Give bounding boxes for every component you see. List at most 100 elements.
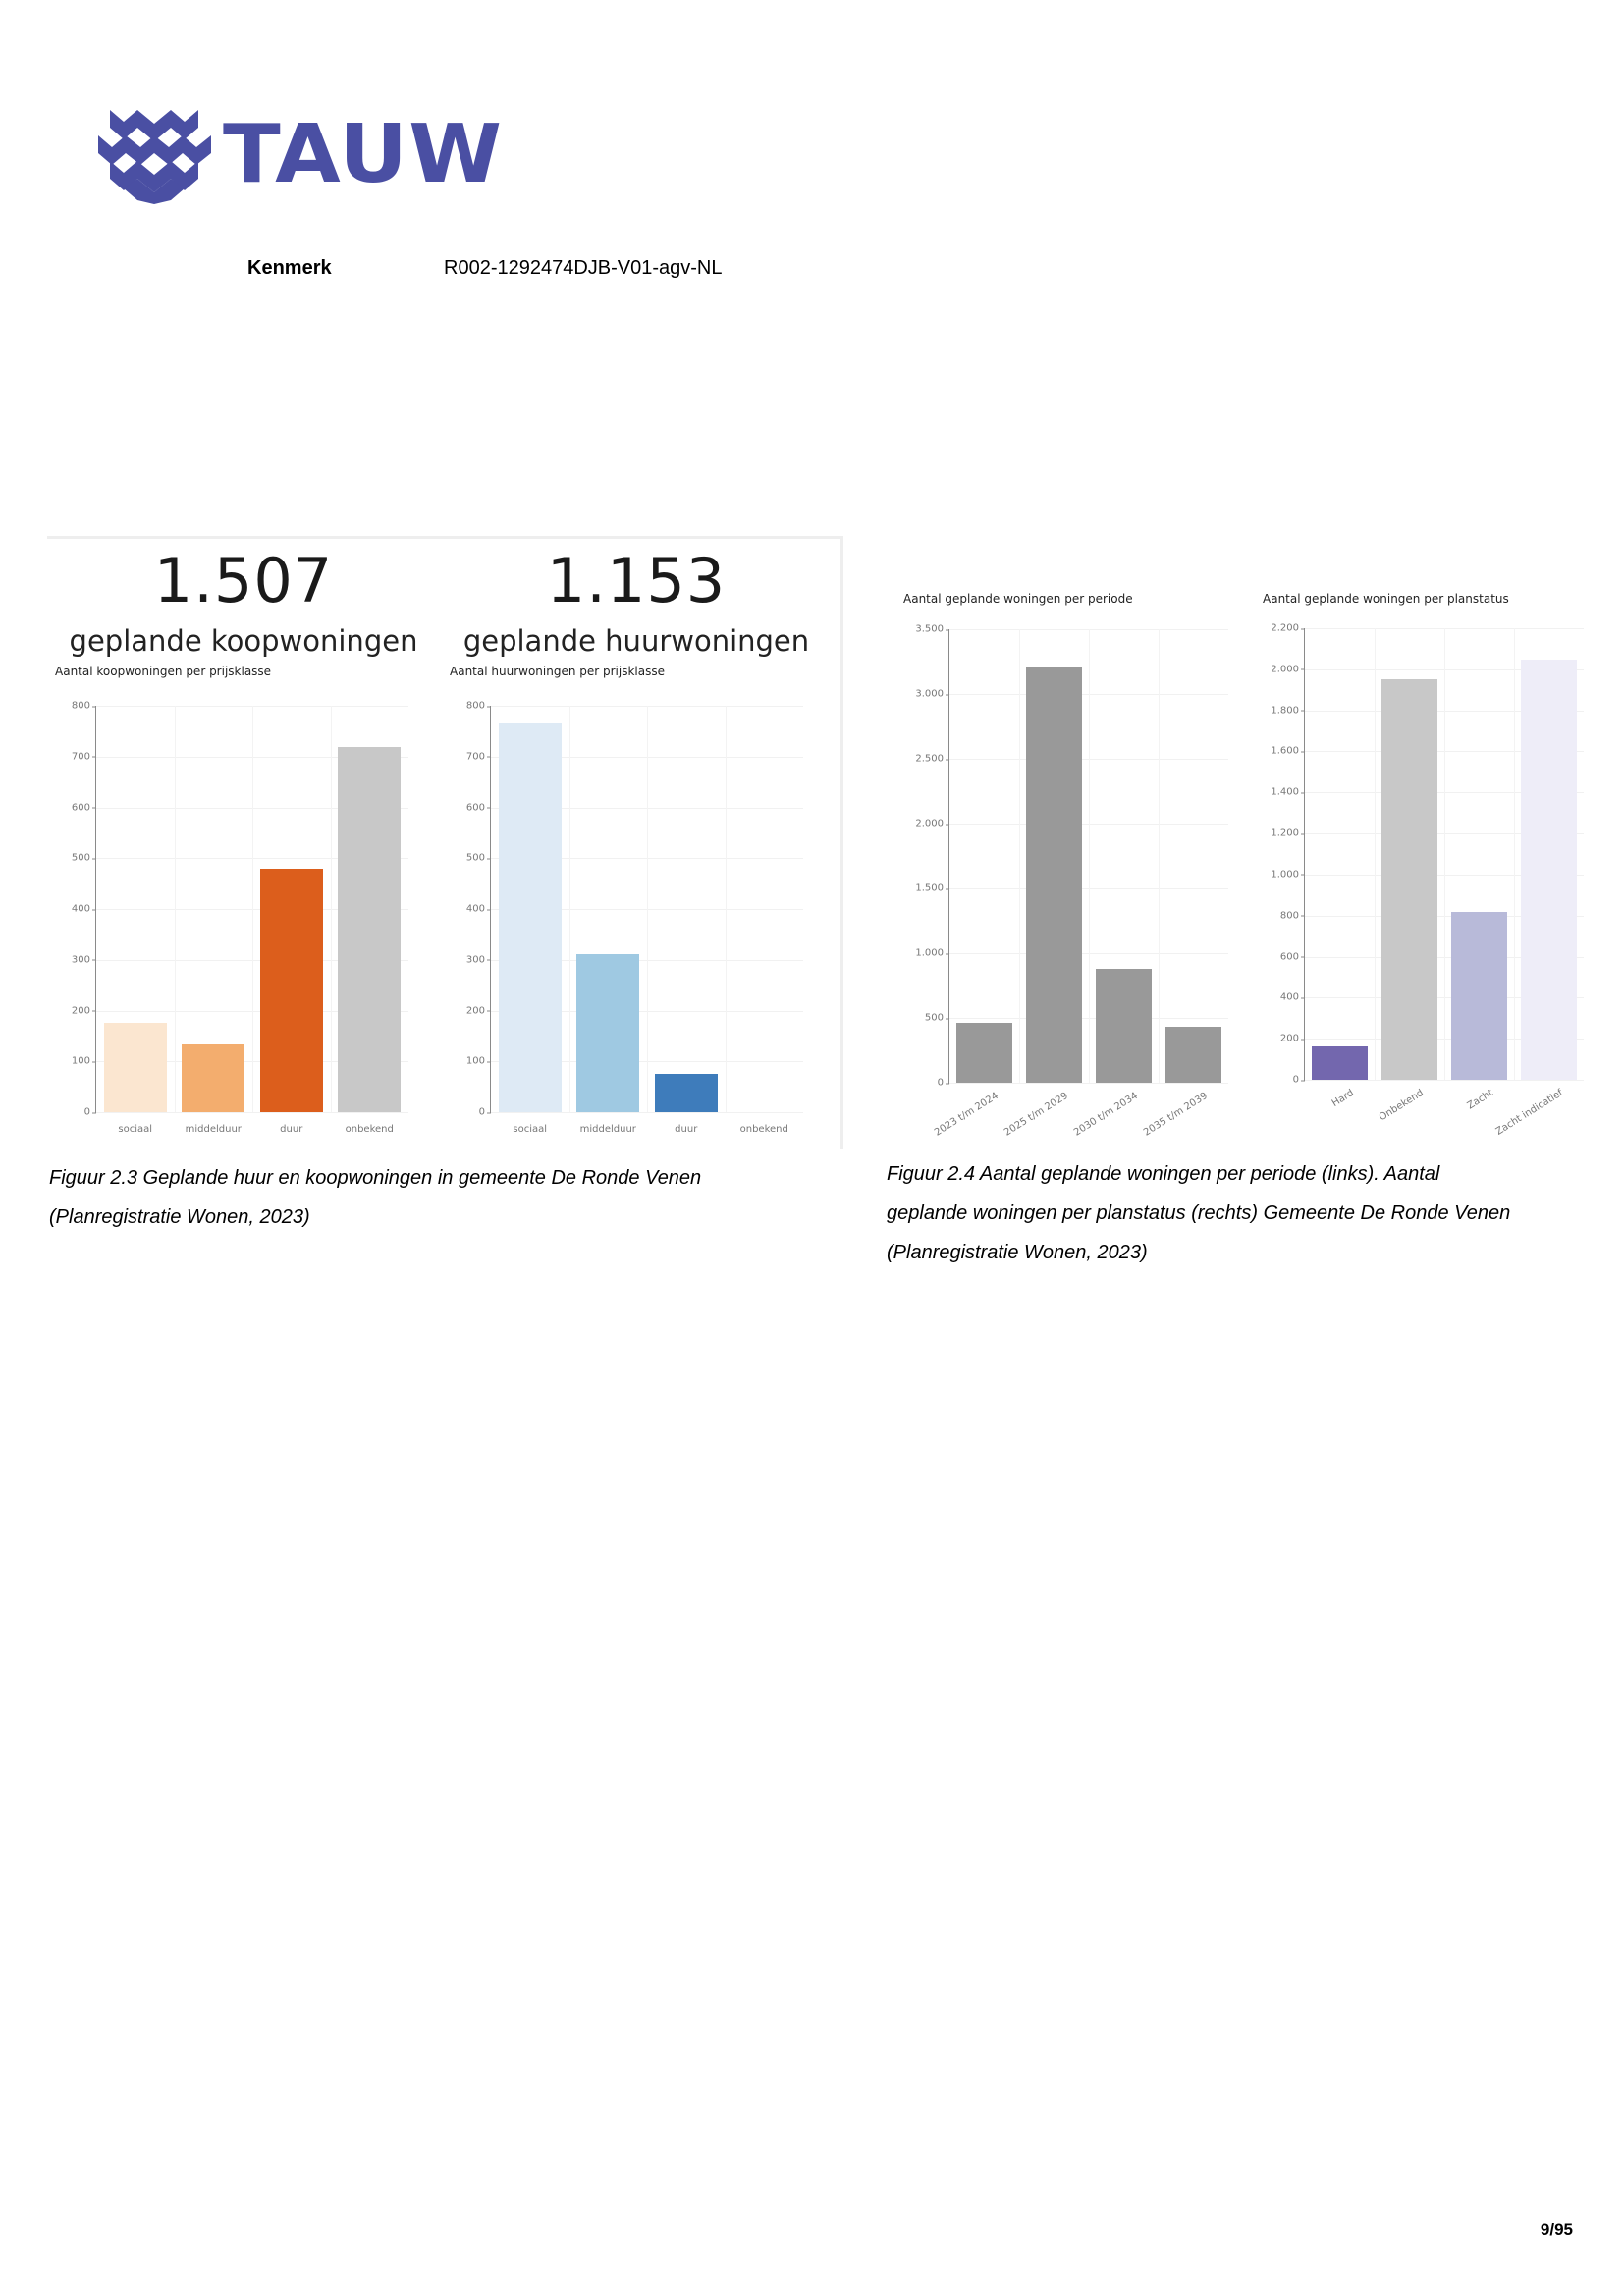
bar-middelduur [576, 953, 640, 1112]
x-tick-label: Hard [1329, 1088, 1356, 1110]
bar-2023-t-m-2024 [956, 1022, 1012, 1083]
caption-line: (Planregistratie Wonen, 2023) [49, 1206, 310, 1228]
bar-hard [1312, 1045, 1368, 1080]
plot-area: 0 100 200 300 400 500 600 700 800 sociaal middeldu… [72, 701, 408, 1135]
kpi-huurwoningen: 1.153 geplande huurwoningen [440, 551, 833, 656]
kpi-huur-subtitle: geplande huurwoningen [462, 624, 810, 658]
tauw-wave-logo-icon [98, 110, 211, 204]
figure-2-3-caption: Figuur 2.3 Geplande huur en koopwoningen… [49, 1158, 701, 1237]
y-tick-label: 0 [83, 1106, 97, 1118]
gridline [647, 706, 648, 1112]
caption-line: (Planregistratie Wonen, 2023) [887, 1242, 1148, 1263]
kpi-koop-subtitle: geplande koopwoningen [69, 624, 418, 658]
chart-title-planstatus: Aantal geplande woningen per planstatus [1263, 592, 1509, 606]
y-tick-label: 2.500 [915, 753, 949, 765]
periode-chart: 0 500 1.000 1.500 2.000 2.500 3.000 3.500 2023 t… [915, 624, 1228, 1139]
kpi-koopwoningen: 1.507 geplande koopwoningen [47, 551, 440, 656]
gridline [1514, 628, 1515, 1080]
y-tick-label: 1.500 [915, 882, 949, 894]
y-tick-label: 200 [1279, 1033, 1306, 1044]
y-tick-label: 800 [1279, 910, 1306, 922]
y-tick-label: 1.000 [1271, 869, 1305, 881]
bar-onbekend [338, 747, 402, 1112]
planstatus-chart: 0 200 400 600 800 1.000 1.200 1.400 1.600 1.800 2.… [1271, 623, 1584, 1138]
y-tick-label: 400 [1279, 991, 1306, 1003]
y-tick-label: 3.000 [915, 688, 949, 700]
y-tick-label: 2.000 [1271, 664, 1305, 675]
gridline [949, 1083, 1228, 1084]
kenmerk-value: R002-1292474DJB-V01-agv-NL [444, 257, 723, 279]
bar-sociaal [103, 1023, 167, 1112]
gridline [491, 1112, 803, 1113]
caption-line: Figuur 2.3 Geplande huur en koopwoningen… [49, 1167, 702, 1189]
bar-2030-t-m-2034 [1096, 969, 1152, 1083]
logo-text: TAUW [223, 108, 504, 201]
kpi-koop-total: 1.507 [153, 545, 334, 616]
y-tick-label: 300 [465, 954, 492, 966]
plot-area: 0 200 400 600 800 1.000 1.200 1.400 1.600 1.800 2.… [1271, 623, 1584, 1138]
x-tick-label: duur [675, 1124, 698, 1135]
bar-onbekend [1381, 678, 1437, 1080]
y-tick-label: 600 [1279, 951, 1306, 963]
gridline [568, 706, 570, 1112]
x-tick-label: duur [280, 1124, 303, 1135]
y-tick-label: 500 [71, 852, 97, 864]
y-tick-label: 100 [465, 1055, 492, 1067]
gridline [1159, 629, 1160, 1083]
gridline [174, 706, 176, 1112]
y-tick-label: 200 [71, 1005, 97, 1016]
x-tick-label: 2035 t/m 2039 [1141, 1091, 1210, 1139]
plot-area: 0 500 1.000 1.500 2.000 2.500 3.000 3.500 2023 t… [915, 624, 1228, 1139]
gridline [1305, 1080, 1584, 1081]
gridline [330, 706, 332, 1112]
huur-prijsklasse-chart: 0 100 200 300 400 500 600 700 800 sociaal middeldu… [466, 701, 803, 1135]
figure-2-3-dashboard: 1.507 geplande koopwoningen 1.153 geplan… [47, 536, 843, 1149]
caption-line: Figuur 2.4 Aantal geplande woningen per … [887, 1163, 1440, 1185]
bar-duur [654, 1074, 718, 1112]
y-tick-label: 2.000 [915, 818, 949, 829]
gridline [252, 706, 253, 1112]
y-tick-label: 500 [924, 1012, 950, 1024]
y-tick-label: 700 [71, 751, 97, 763]
bar-2025-t-m-2029 [1026, 666, 1082, 1083]
y-tick-label: 800 [465, 700, 492, 712]
x-tick-label: Zacht indicatief [1493, 1088, 1565, 1138]
x-tick-label: middelduur [579, 1124, 636, 1135]
gridline [1375, 628, 1376, 1080]
y-tick-label: 2.200 [1271, 622, 1305, 634]
y-tick-label: 600 [465, 802, 492, 813]
y-tick-label: 0 [1292, 1074, 1306, 1086]
x-tick-label: onbekend [739, 1124, 788, 1135]
bar-sociaal [498, 722, 562, 1112]
y-tick-label: 700 [465, 751, 492, 763]
bar-duur [259, 868, 323, 1112]
y-tick-label: 300 [71, 954, 97, 966]
tauw-logo: TAUW [98, 106, 502, 204]
y-tick-label: 1.800 [1271, 705, 1305, 717]
x-tick-label: onbekend [345, 1124, 394, 1135]
y-tick-label: 1.000 [915, 947, 949, 959]
y-tick-label: 600 [71, 802, 97, 813]
kpi-huur-total: 1.153 [546, 545, 727, 616]
y-tick-label: 500 [465, 852, 492, 864]
koop-prijsklasse-chart: 0 100 200 300 400 500 600 700 800 sociaal middeldu… [72, 701, 408, 1135]
document-reference: Kenmerk R002-1292474DJB-V01-agv-NL [247, 257, 723, 280]
y-tick-label: 400 [465, 903, 492, 915]
y-tick-label: 100 [71, 1055, 97, 1067]
y-tick-label: 400 [71, 903, 97, 915]
x-tick-label: Onbekend [1377, 1088, 1426, 1124]
x-tick-label: sociaal [118, 1124, 153, 1135]
x-tick-label: 2030 t/m 2034 [1071, 1091, 1140, 1139]
plot-area: 0 100 200 300 400 500 600 700 800 sociaal middeldu… [466, 701, 803, 1135]
y-tick-label: 3.500 [915, 623, 949, 635]
y-tick-label: 800 [71, 700, 97, 712]
x-tick-label: 2023 t/m 2024 [932, 1091, 1001, 1139]
kenmerk-label: Kenmerk [247, 257, 332, 279]
gridline [1444, 628, 1445, 1080]
y-tick-label: 0 [937, 1077, 950, 1089]
chart-title-huur: Aantal huurwoningen per prijsklasse [450, 665, 665, 678]
bar-zacht-indicatief [1521, 659, 1577, 1080]
bar-middelduur [182, 1044, 245, 1112]
gridline [1089, 629, 1090, 1083]
x-tick-label: sociaal [513, 1124, 548, 1135]
